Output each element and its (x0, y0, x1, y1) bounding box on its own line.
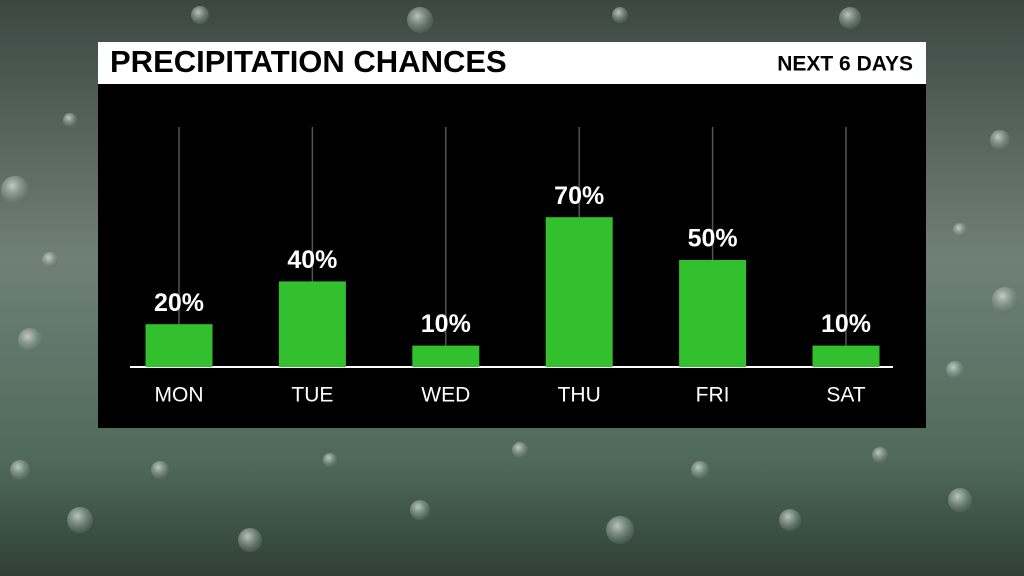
x-tick-label: MON (155, 384, 204, 407)
chart-subtitle: NEXT 6 DAYS (777, 53, 913, 76)
rain-drops (1, 6, 1018, 552)
x-tick-label: WED (421, 384, 470, 407)
chart-title: PRECIPITATION CHANCES (110, 44, 507, 79)
value-label: 20% (154, 289, 204, 317)
x-tick-label: SAT (826, 384, 865, 407)
value-label: 70% (554, 182, 604, 210)
bar (812, 345, 880, 367)
value-label: 10% (821, 310, 871, 338)
x-tick-label: THU (558, 384, 601, 407)
bar (412, 345, 480, 367)
bar (278, 281, 346, 367)
bar (545, 217, 613, 367)
chart-panel (98, 84, 926, 428)
bar (679, 260, 747, 367)
x-tick-label: FRI (696, 384, 730, 407)
value-label: 50% (688, 225, 738, 253)
bar (145, 324, 213, 367)
x-tick-label: TUE (291, 384, 333, 407)
value-label: 40% (287, 246, 337, 274)
header-bar (98, 42, 926, 84)
value-label: 10% (421, 310, 471, 338)
